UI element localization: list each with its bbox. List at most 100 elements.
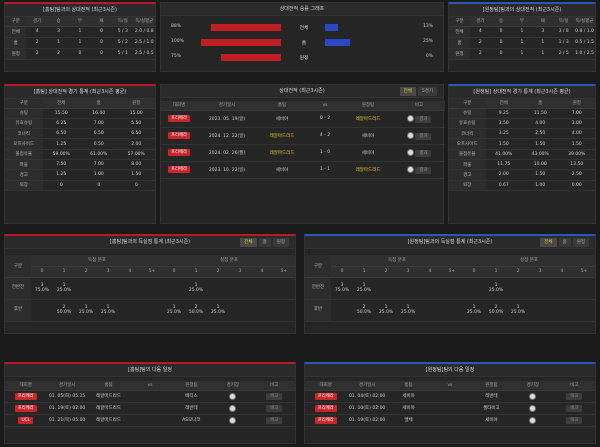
note-cell: 비고 [253, 390, 295, 403]
winrate-row: 88% 전체 13% [161, 22, 443, 32]
away-team[interactable]: AS모나코 [170, 414, 213, 427]
tab-all[interactable]: 전체 [540, 238, 557, 247]
away-team[interactable]: 레알마드리드 [343, 110, 393, 128]
away-team[interactable]: 레반테 [170, 402, 213, 415]
table-cell: 코너킥 [5, 128, 43, 140]
column-header: 득/실 [112, 17, 134, 27]
tab-5-games[interactable]: 5경기 [417, 87, 437, 96]
table-row: 프리메라 01. 19(토) 02:00 엘체 세비야 비고 [305, 414, 595, 427]
league-badge[interactable]: 프리메라 [14, 392, 37, 400]
away-team[interactable]: 베티스 [170, 390, 213, 403]
home-team[interactable]: 레알마드리드 [257, 127, 307, 145]
league-badge[interactable]: UCL [18, 416, 33, 424]
tab-all[interactable]: 전체 [399, 87, 416, 96]
tab-home[interactable]: 홈 [558, 238, 571, 247]
tab-home[interactable]: 홈 [258, 238, 271, 247]
home-team[interactable]: 레알마드리드 [87, 402, 130, 415]
table-cell: 2 [26, 37, 48, 49]
table-cell: 1 [511, 37, 533, 49]
home-goal-title: [홈팀]팀과의 득실점 통계 (최근3시즌) 전체 홈 원정 [5, 236, 295, 249]
home-team[interactable]: 세비야 [257, 161, 307, 179]
column-header: 3 [229, 266, 251, 278]
away-team[interactable]: 세비야 [343, 144, 393, 162]
stadium-cell [512, 402, 554, 415]
date-cell: 01. 04(토) 02:00 [346, 390, 388, 403]
result-button[interactable]: 결과 [415, 166, 432, 174]
stadium-cell [212, 390, 254, 403]
header-row: 구분 득점 분포 실점 분포 [5, 255, 295, 278]
table-cell: 5 / 1 [112, 48, 134, 60]
home-team[interactable]: 엘체 [387, 414, 430, 427]
stadium-cell [512, 390, 554, 403]
away-team[interactable]: 세비야 [343, 127, 393, 145]
result-button[interactable]: 결과 [415, 115, 432, 123]
header-row: 대회명 경기일시 홈팀 vs 원정팀 비고 [161, 101, 445, 111]
note-button[interactable]: 비고 [266, 404, 283, 412]
away-h2h-title: [원정팀]팀과의 상대전적 (최근3시즌) [449, 4, 595, 17]
header-row: 0 1 2 3 4 5+ 0 1 2 3 4 5+ [5, 266, 295, 278]
league-badge[interactable]: 프리메라 [168, 149, 190, 156]
column-header: 패 [532, 17, 554, 27]
table-cell: 2.5 / 0.5 [133, 48, 155, 60]
home-team[interactable]: 레알마드리드 [87, 390, 130, 403]
date-cell: 01. 19(토) 02:00 [346, 414, 388, 427]
column-header: 2 [75, 266, 97, 278]
table-cell: 1 25.0% [163, 299, 185, 322]
table-cell: 1 25.0% [485, 277, 507, 300]
home-team[interactable]: 세비야 [257, 110, 307, 128]
note-button[interactable]: 비고 [266, 416, 283, 424]
away-goal-panel: [원정팀]팀과의 득실점 통계 (최근3시즌) 전체 홈 원정 구분 득점 분포 실… [304, 234, 596, 334]
table-row: 전체 4 3 1 0 5 / 3 2.0 / 0.8 [5, 26, 155, 38]
league-badge[interactable]: 프리메라 [314, 416, 337, 424]
table-cell: 볼점유율 [449, 149, 486, 160]
tab-away[interactable]: 원정 [572, 238, 589, 247]
column-header: 4 [251, 266, 273, 278]
left-rate: 88% [171, 24, 182, 29]
tab-all[interactable]: 전체 [240, 238, 257, 247]
note-cell: 비고 [253, 414, 295, 427]
column-header: 비고 [393, 101, 445, 111]
away-team[interactable]: 세비야 [470, 414, 513, 427]
away-team[interactable]: 셀타비고 [470, 402, 513, 415]
note-button[interactable]: 비고 [266, 392, 283, 400]
table-cell: 1 [69, 26, 91, 38]
table-cell: 11.50 [522, 108, 559, 119]
table-cell [119, 277, 141, 300]
home-team[interactable]: 레알마드리드 [257, 144, 307, 162]
winrate-graph-panel: 상대전적 승률 그래프 88% 전체 13% 100% 홈 25% 75% 원정 0% [160, 2, 444, 72]
league-badge[interactable]: 프리메라 [168, 132, 190, 139]
result-button[interactable]: 결과 [415, 149, 432, 157]
ball-icon [406, 148, 414, 156]
home-team[interactable]: 레알마드리드 [87, 414, 130, 427]
league-badge[interactable]: 프리메라 [168, 115, 190, 122]
result-cell: 결과 [393, 144, 445, 162]
table-row: 코너킥 6.50 6.50 6.50 [5, 128, 155, 140]
result-button[interactable]: 결과 [415, 132, 432, 140]
league-badge[interactable]: 프리메라 [314, 404, 337, 412]
table-cell: 3 75.0% [331, 277, 353, 300]
away-team[interactable]: 레반테 [470, 390, 513, 403]
league-badge[interactable]: 프리메라 [14, 404, 37, 412]
league-badge[interactable]: 프리메라 [168, 166, 190, 173]
table-cell: 2 50.0% [485, 299, 507, 322]
note-button[interactable]: 비고 [566, 404, 583, 412]
tab-away[interactable]: 원정 [272, 238, 289, 247]
league-cell: UCL [5, 414, 47, 427]
league-badge[interactable]: 프리메라 [314, 392, 337, 400]
table-cell [229, 299, 251, 322]
table-cell: 원정 [5, 48, 27, 60]
table-row: 파울 7.50 7.00 8.00 [5, 159, 155, 171]
table-cell: 2.00 [117, 138, 155, 150]
away-team[interactable]: 레알마드리드 [343, 161, 393, 179]
note-button[interactable]: 비고 [566, 392, 583, 400]
away-schedule-panel: [원정팀]팀의 다음 일정 대회명 경기일시 홈팀 vs 원정팀 경기장 비고 프리메라 01.… [304, 362, 596, 444]
table-cell: 57.00% [117, 149, 155, 160]
note-button[interactable]: 비고 [566, 416, 583, 424]
table-cell: 4.00 [522, 118, 559, 130]
date-cell: 01. 10(토) 02:00 [346, 402, 388, 415]
table-cell: 1 [47, 37, 70, 49]
table-cell: 오프사이드 [5, 138, 43, 150]
home-team[interactable]: 세비야 [387, 390, 430, 403]
column-header: 홈팀 [387, 381, 430, 391]
home-team[interactable]: 세비야 [387, 402, 430, 415]
